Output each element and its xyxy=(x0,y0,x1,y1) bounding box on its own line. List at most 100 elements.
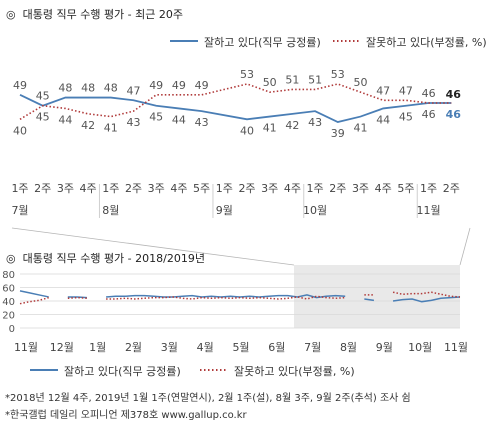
chart2-title: ◎ 대통령 직무 수행 평가 - 2018/2019년 xyxy=(6,250,205,266)
data-label-positive: 45 xyxy=(149,111,163,124)
data-label-positive: 40 xyxy=(240,124,254,137)
month-label: 10월 xyxy=(303,204,327,217)
data-label-negative: 53 xyxy=(240,68,254,81)
chart2-title-symbol: ◎ xyxy=(6,252,16,265)
data-label-positive: 43 xyxy=(195,116,209,129)
x-tick-label: 1주 xyxy=(11,182,28,195)
chart1-legend-positive: 잘하고 있다(직무 긍정률) xyxy=(204,36,321,49)
x-tick-label: 2주 xyxy=(238,182,255,195)
x2-tick-label: 6월 xyxy=(268,341,285,354)
data-label-negative: 51 xyxy=(308,73,322,86)
series2-negative-line xyxy=(392,291,461,298)
data-label-negative: 43 xyxy=(127,116,141,129)
x-tick-label: 4주 xyxy=(375,182,392,195)
chart2-legend-negative: 잘못하고 있다(부정률, %) xyxy=(234,365,355,378)
data-label-positive: 43 xyxy=(308,116,322,129)
x-tick-label: 2주 xyxy=(443,182,460,195)
month-label: 9월 xyxy=(216,204,233,217)
x-tick-label: 3주 xyxy=(352,182,369,195)
x-tick-label: 5주 xyxy=(193,182,210,195)
x-tick-label: 4주 xyxy=(80,182,97,195)
x2-tick-label: 8월 xyxy=(340,341,357,354)
y-tick-label: 0 xyxy=(9,324,15,335)
data-label-negative: 42 xyxy=(81,119,95,132)
data-label-positive: 39 xyxy=(331,127,345,140)
data-label-negative: 41 xyxy=(104,122,118,135)
end-label-negative: 46 xyxy=(446,88,462,101)
chart1-legend-negative: 잘못하고 있다(부정률, %) xyxy=(366,36,487,49)
zoom-connector-right xyxy=(459,227,471,266)
x2-tick-label: 7월 xyxy=(304,341,321,354)
x-tick-label: 5주 xyxy=(397,182,414,195)
data-label-positive: 49 xyxy=(13,79,27,92)
x-tick-label: 3주 xyxy=(261,182,278,195)
x-tick-label: 1주 xyxy=(102,182,119,195)
footnote-1: *2018년 12월 4주, 2019년 1월 1주(연말연시), 2월 1주(… xyxy=(5,393,411,404)
y-tick-label: 20 xyxy=(2,311,15,322)
data-label-positive: 42 xyxy=(285,119,299,132)
x-tick-label: 1주 xyxy=(307,182,324,195)
x2-tick-label: 1월 xyxy=(89,341,106,354)
x2-tick-label: 2월 xyxy=(125,341,142,354)
x-tick-label: 1주 xyxy=(420,182,437,195)
x2-tick-label: 3월 xyxy=(161,341,178,354)
series2-positive-line xyxy=(19,290,49,298)
series2-positive-line xyxy=(392,296,461,303)
chart2-title-text: 대통령 직무 수행 평가 - 2018/2019년 xyxy=(22,252,205,265)
footnote-2: *한국갤럽 데일리 오피니언 제378호 www.gallup.co.kr xyxy=(5,410,247,421)
data-label-negative: 45 xyxy=(36,90,50,103)
x-tick-label: 4주 xyxy=(284,182,301,195)
chart1-title-text: 대통령 직무 수행 평가 - 최근 20주 xyxy=(22,8,183,21)
x2-tick-label: 10월 xyxy=(408,341,432,354)
x2-tick-label: 11월 xyxy=(444,341,468,354)
chart2-legend-symbols xyxy=(30,369,228,371)
x2-tick-label: 12월 xyxy=(50,341,74,354)
data-label-positive: 48 xyxy=(104,82,118,95)
x-tick-label: 2주 xyxy=(329,182,346,195)
x2-tick-label: 5월 xyxy=(232,341,249,354)
data-label-negative: 50 xyxy=(263,76,277,89)
x2-tick-label: 11월 xyxy=(14,341,38,354)
x2-tick-label: 4월 xyxy=(197,341,214,354)
month-label: 7월 xyxy=(11,204,28,217)
data-label-negative: 50 xyxy=(354,76,368,89)
x-tick-label: 3주 xyxy=(57,182,74,195)
data-label-positive: 46 xyxy=(422,108,436,121)
data-label-positive: 45 xyxy=(399,111,413,124)
x-tick-label: 4주 xyxy=(170,182,187,195)
data-label-negative: 44 xyxy=(58,113,72,126)
zoom-connector-left xyxy=(11,227,295,266)
data-label-positive: 47 xyxy=(127,84,141,97)
chart1-legend-symbols xyxy=(170,40,361,42)
data-label-positive: 44 xyxy=(376,113,390,126)
series-positive-line xyxy=(19,94,452,123)
chart1-title: ◎ 대통령 직무 수행 평가 - 최근 20주 xyxy=(6,6,183,22)
data-label-positive: 45 xyxy=(36,111,50,124)
data-label-negative: 47 xyxy=(399,84,413,97)
x-tick-label: 2주 xyxy=(125,182,142,195)
series2-positive-line xyxy=(67,296,88,299)
data-label-negative: 40 xyxy=(13,124,27,137)
month-label: 11월 xyxy=(417,204,441,217)
data-label-negative: 51 xyxy=(285,73,299,86)
x2-tick-label: 9월 xyxy=(376,341,393,354)
x-tick-label: 1주 xyxy=(216,182,233,195)
y-tick-label: 60 xyxy=(2,284,15,295)
data-label-positive: 48 xyxy=(58,82,72,95)
data-label-negative: 49 xyxy=(149,79,163,92)
month-label: 8월 xyxy=(102,204,119,217)
data-label-negative: 49 xyxy=(195,79,209,92)
series2-negative-line xyxy=(19,296,49,305)
end-label-positive: 46 xyxy=(446,108,462,121)
chart2-legend-positive: 잘하고 있다(직무 긍정률) xyxy=(64,365,181,378)
data-label-negative: 53 xyxy=(331,68,345,81)
series2-positive-line xyxy=(106,294,346,299)
data-label-negative: 49 xyxy=(172,79,186,92)
data-label-negative: 46 xyxy=(422,87,436,100)
x-tick-label: 2주 xyxy=(34,182,51,195)
data-label-negative: 47 xyxy=(376,84,390,97)
series2-negative-line xyxy=(106,295,346,300)
y-tick-label: 40 xyxy=(2,297,15,308)
data-label-positive: 41 xyxy=(354,122,368,135)
